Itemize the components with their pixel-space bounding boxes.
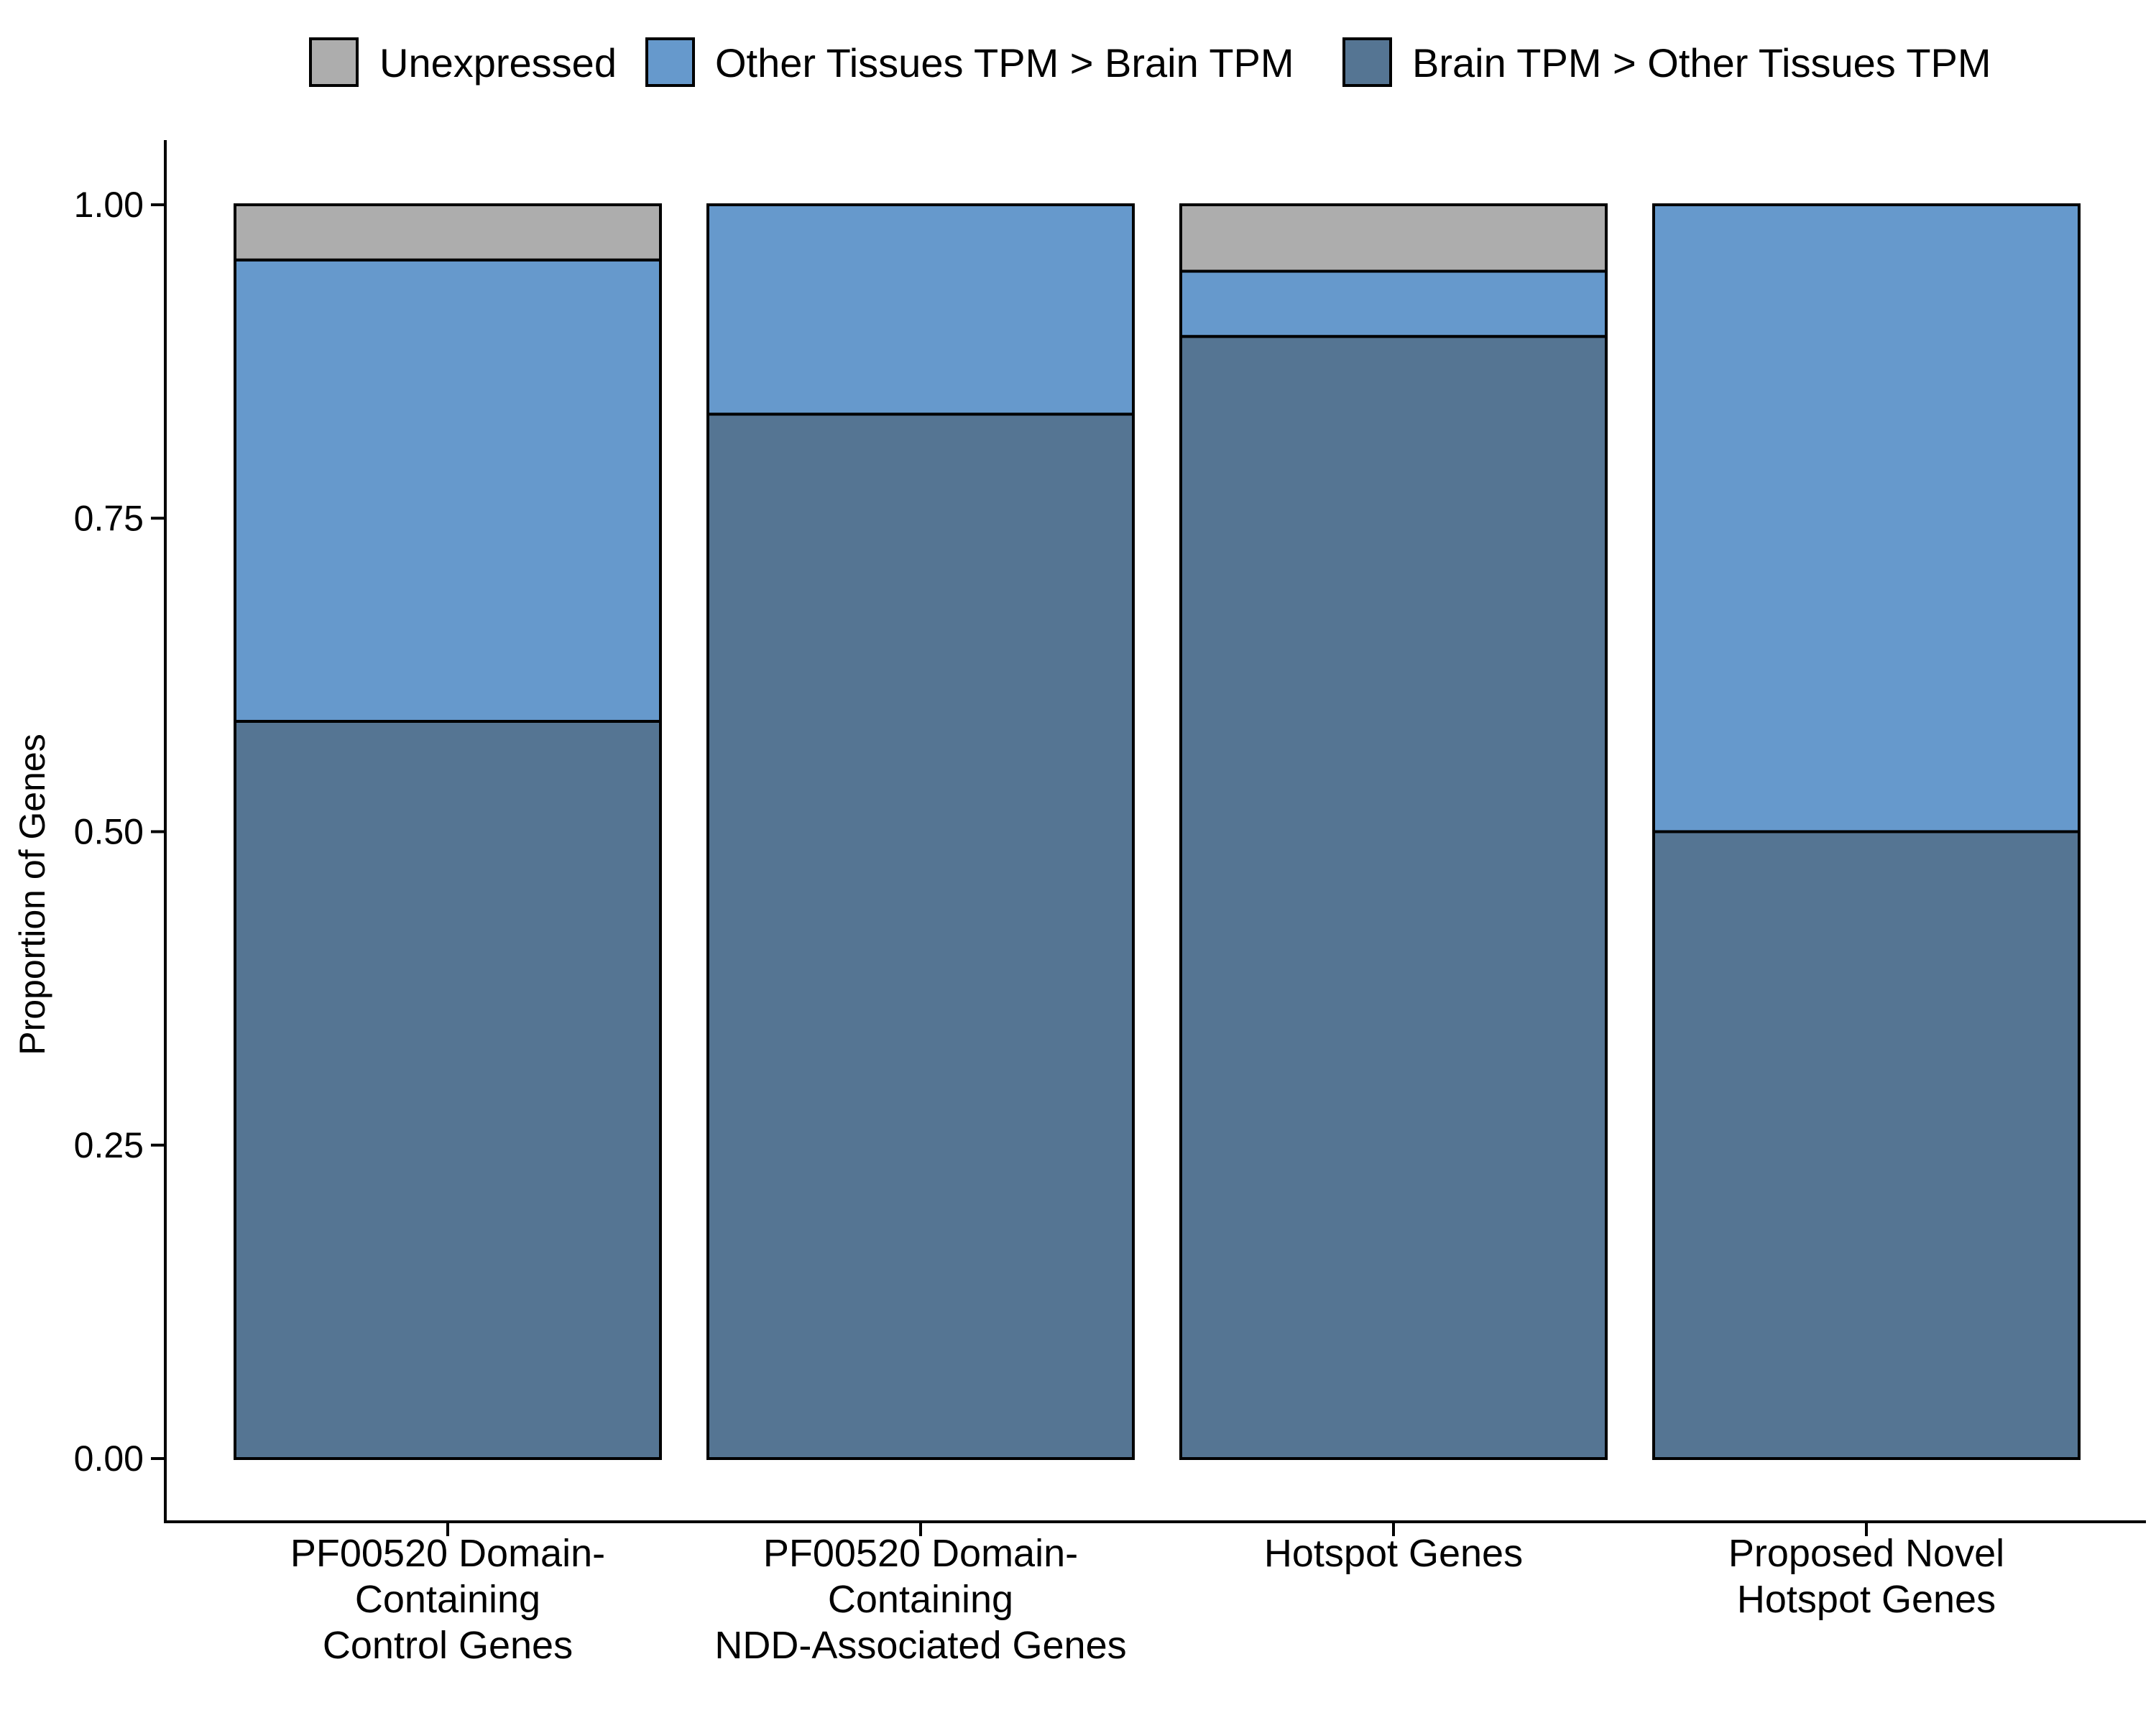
y-tick-label: 0.75	[74, 498, 144, 538]
y-ticks: 0.00 0.25 0.50 0.75 1.00	[74, 185, 165, 1479]
x-tick-label-line: PF00520 Domain-	[290, 1532, 605, 1575]
y-tick-label: 1.00	[74, 185, 144, 225]
legend-label: Other Tissues TPM > Brain TPM	[715, 40, 1294, 86]
x-tick-label-line: Hotspot Genes	[1737, 1578, 1996, 1621]
y-axis-title: Proportion of Genes	[12, 734, 52, 1055]
y-tick-label: 0.25	[74, 1125, 144, 1165]
legend-swatch	[309, 37, 359, 87]
y-tick-label: 0.50	[74, 812, 144, 852]
x-tick-label-line: Containing	[828, 1578, 1013, 1621]
bar-segment-2-series-1	[706, 412, 1135, 1460]
bar-segment-2-series-2	[706, 203, 1135, 416]
x-tick-label: Hotspot Genes	[1264, 1532, 1523, 1575]
legend-swatch	[645, 37, 695, 87]
x-tick-label: PF00520 Domain-Containing NDD-Associated …	[714, 1532, 1126, 1667]
legend-label: Brain TPM > Other Tissues TPM	[1412, 40, 1991, 86]
bar-segment-4-series-1	[1652, 830, 2081, 1460]
x-ticks: PF00520 Domain-Containing Control GenesPF…	[290, 1522, 2004, 1667]
legend: Unexpressed Other Tissues TPM > Brain TPM…	[309, 37, 1991, 87]
bar-segment-1-series-3	[234, 203, 662, 262]
legend-swatch	[1342, 37, 1392, 87]
bar-segment-3-series-1	[1179, 335, 1608, 1461]
plot-bars	[234, 203, 2081, 1461]
bar-segment-3-series-3	[1179, 203, 1608, 273]
y-tick-label: 0.00	[74, 1438, 144, 1479]
x-tick-label: PF00520 Domain-Containing Control Genes	[290, 1532, 605, 1667]
x-tick-label-line: Hotspot Genes	[1264, 1532, 1523, 1575]
x-tick-label-line: Containing	[355, 1578, 540, 1621]
x-tick-label-line: NDD-Associated Genes	[714, 1624, 1126, 1667]
bar-segment-1-series-2	[234, 258, 662, 723]
bar-segment-3-series-2	[1179, 269, 1608, 338]
legend-label: Unexpressed	[379, 40, 617, 86]
x-tick-label-line: Control Genes	[323, 1624, 573, 1667]
x-tick-label-line: PF00520 Domain-	[763, 1532, 1078, 1575]
bar-segment-1-series-1	[234, 719, 662, 1461]
x-tick-label: Proposed Novel Hotspot Genes	[1728, 1532, 2004, 1621]
bar-segment-4-series-2	[1652, 203, 2081, 833]
x-tick-label-line: Proposed Novel	[1728, 1532, 2004, 1575]
